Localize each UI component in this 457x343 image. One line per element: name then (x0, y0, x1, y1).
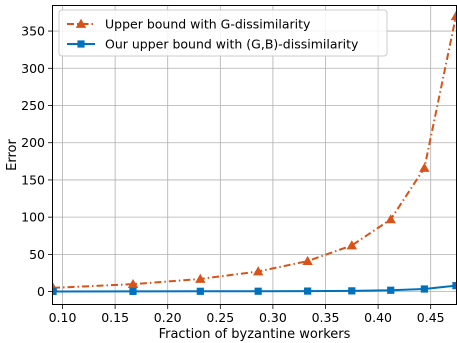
data-point (127, 278, 139, 289)
data-point (195, 273, 206, 283)
data-point (196, 287, 204, 295)
series-line (53, 284, 457, 293)
series-2 (52, 282, 457, 296)
data-point (419, 162, 430, 172)
y-tick-label: 300 (21, 61, 45, 76)
x-tick-label: 0.30 (259, 310, 287, 325)
series-line (53, 15, 457, 289)
x-tick-label: 0.40 (364, 310, 392, 325)
legend-entry: Upper bound with G-dissimilarity (67, 17, 311, 32)
legend-label: Our upper bound with (G,B)-dissimilarity (105, 37, 359, 52)
x-tick-label: 0.10 (49, 310, 77, 325)
y-tick-label: 150 (21, 172, 45, 187)
data-point (52, 287, 57, 296)
y-tick-label: 250 (21, 98, 45, 113)
legend-marker (77, 40, 85, 48)
data-point (302, 255, 313, 265)
legend: Upper bound with G-dissimilarity Our uppe… (58, 9, 388, 57)
legend-entry: Our upper bound with (G,B)-dissimilarity (67, 37, 359, 52)
series-1 (52, 10, 457, 292)
x-tick-label: 0.15 (101, 310, 129, 325)
y-tick-label: 50 (29, 247, 45, 262)
data-point (387, 286, 395, 294)
legend-box (58, 9, 388, 57)
data-point (346, 240, 358, 250)
data-point (420, 285, 428, 293)
x-tick-label: 0.45 (417, 310, 445, 325)
y-tick-label: 200 (21, 135, 45, 150)
x-tick-label: 0.20 (154, 310, 182, 325)
data-point (348, 287, 356, 295)
y-axis-label: Error (5, 139, 20, 171)
x-tick-label: 0.25 (206, 310, 234, 325)
data-point (450, 10, 457, 21)
data-point (452, 282, 457, 290)
data-point (385, 214, 396, 224)
legend-marker (75, 18, 87, 28)
axes: 0.10 0.15 0.20 0.25 0.30 0.35 0.40 0.45 0 50 100 15… (21, 24, 444, 325)
data-point (252, 266, 264, 276)
legend-label: Upper bound with G-dissimilarity (105, 17, 311, 32)
x-axis-label: Fraction of byzantine workers (159, 327, 351, 342)
data-point (304, 287, 312, 295)
data-point (129, 287, 137, 295)
x-tick-label: 0.35 (312, 310, 340, 325)
y-tick-label: 0 (37, 284, 45, 299)
y-tick-label: 100 (21, 210, 45, 225)
plot-area (52, 10, 457, 296)
y-tick-label: 350 (21, 24, 45, 39)
data-point (254, 287, 262, 295)
